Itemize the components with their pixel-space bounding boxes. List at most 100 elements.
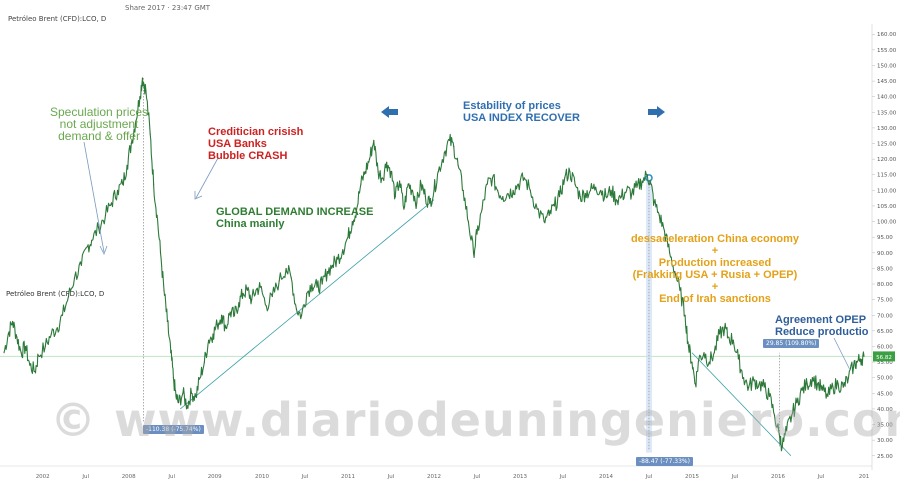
price-point [177,402,180,404]
price-point [364,171,366,173]
price-point [847,377,850,379]
price-point [407,183,409,185]
crisis-arrow-head [194,191,203,200]
price-point [605,196,607,198]
y-tick-label: 105.00 [877,204,897,210]
price-point [742,377,745,379]
price-point [104,214,107,216]
price-point [691,361,693,363]
y-axis: 160.00 155.00 150.00 145.00 140.00 135.00 130.… [871,24,897,470]
price-point [420,183,422,185]
x-tick-label: Jul [167,474,175,480]
y-tick-label: 95.00 [877,235,893,241]
price-point [543,220,545,223]
price-point [674,270,676,273]
price-point [517,183,519,185]
price-point [806,383,808,385]
price-point [321,283,323,285]
x-tick-label: Jul [645,474,653,480]
y-tick-label: 145.00 [877,79,897,85]
y-tick-label: 30.00 [877,438,893,444]
price-point [636,186,638,188]
measure-label-2016: 29.85 (109.80%) [763,339,820,348]
price-point [390,171,392,173]
x-tick-label: Jul [387,474,395,480]
price-point [791,414,793,416]
price-point [595,186,597,188]
speculation-arrow-head [99,245,108,255]
y-tick-label: 115.00 [877,173,897,179]
price-point [694,383,697,385]
y-tick-label: 130.00 [877,126,897,132]
price-point [285,267,287,270]
trendline-decline [691,352,792,457]
speculation-arrow [83,141,105,253]
trendline-recovery [180,199,435,410]
price-point [615,199,617,201]
price-point [149,133,151,135]
price-point [718,333,721,335]
price-point [73,277,76,279]
price-point [122,183,124,185]
watermark: © www.diariodeuningeniero.com [50,393,900,447]
price-point [773,414,776,416]
price-point [172,377,175,379]
price-point [246,289,248,291]
price-point [110,202,113,204]
price-point [631,192,633,195]
price-point [199,377,201,379]
price-point [34,370,36,373]
y-tick-label: 110.00 [877,188,897,194]
price-point [44,345,46,348]
price-point [553,205,555,207]
price-point [658,214,660,216]
price-point [453,146,455,148]
price-point [620,196,623,198]
x-axis: 2002 Jul 2008 Jul 2009 2010 Jul 2011 Jul 2012 Jul 2… [0,465,872,480]
price-point [429,202,431,204]
price-point [394,196,396,198]
x-tick-label: 2014 [599,474,613,480]
last-price-value: 56.82 [876,355,892,361]
y-tick-label: 60.00 [877,344,893,350]
y-tick-label: 65.00 [877,329,893,335]
y-tick-label: 35.00 [877,423,893,429]
price-point [116,189,119,191]
price-point [663,230,666,232]
price-point [433,189,435,191]
price-point [182,392,184,394]
y-tick-label: 45.00 [877,391,893,397]
price-point [558,196,561,198]
price-point [713,352,715,354]
price-point [842,386,844,388]
price-point [398,180,401,182]
price-point [351,220,353,223]
price-point [424,196,426,198]
price-point [626,189,628,191]
measure-label-2008: -110.38 (-75.74%) [143,425,204,434]
price-point [342,249,344,251]
price-point [837,383,839,385]
price-point [29,364,31,366]
stability-right-arrow [648,106,665,118]
price-point [579,196,581,198]
y-tick-label: 135.00 [877,110,897,116]
price-point [216,324,218,326]
price-point [737,358,740,360]
price-point [373,139,375,142]
price-point [156,214,158,216]
price-point [437,171,439,173]
price-point [212,333,214,335]
price-point [481,208,483,210]
x-tick-label: Jul [473,474,481,480]
y-tick-label: 155.00 [877,48,897,54]
price-point [37,355,39,357]
annotation-stability: Estability of prices USA INDEX RECOVER [463,100,580,124]
x-tick-label: 2008 [122,474,136,480]
y-tick-label: 100.00 [877,220,897,226]
price-point [3,352,5,354]
price-point [486,183,488,185]
price-point [548,214,550,216]
price-point [443,152,445,154]
price-point [290,277,292,279]
